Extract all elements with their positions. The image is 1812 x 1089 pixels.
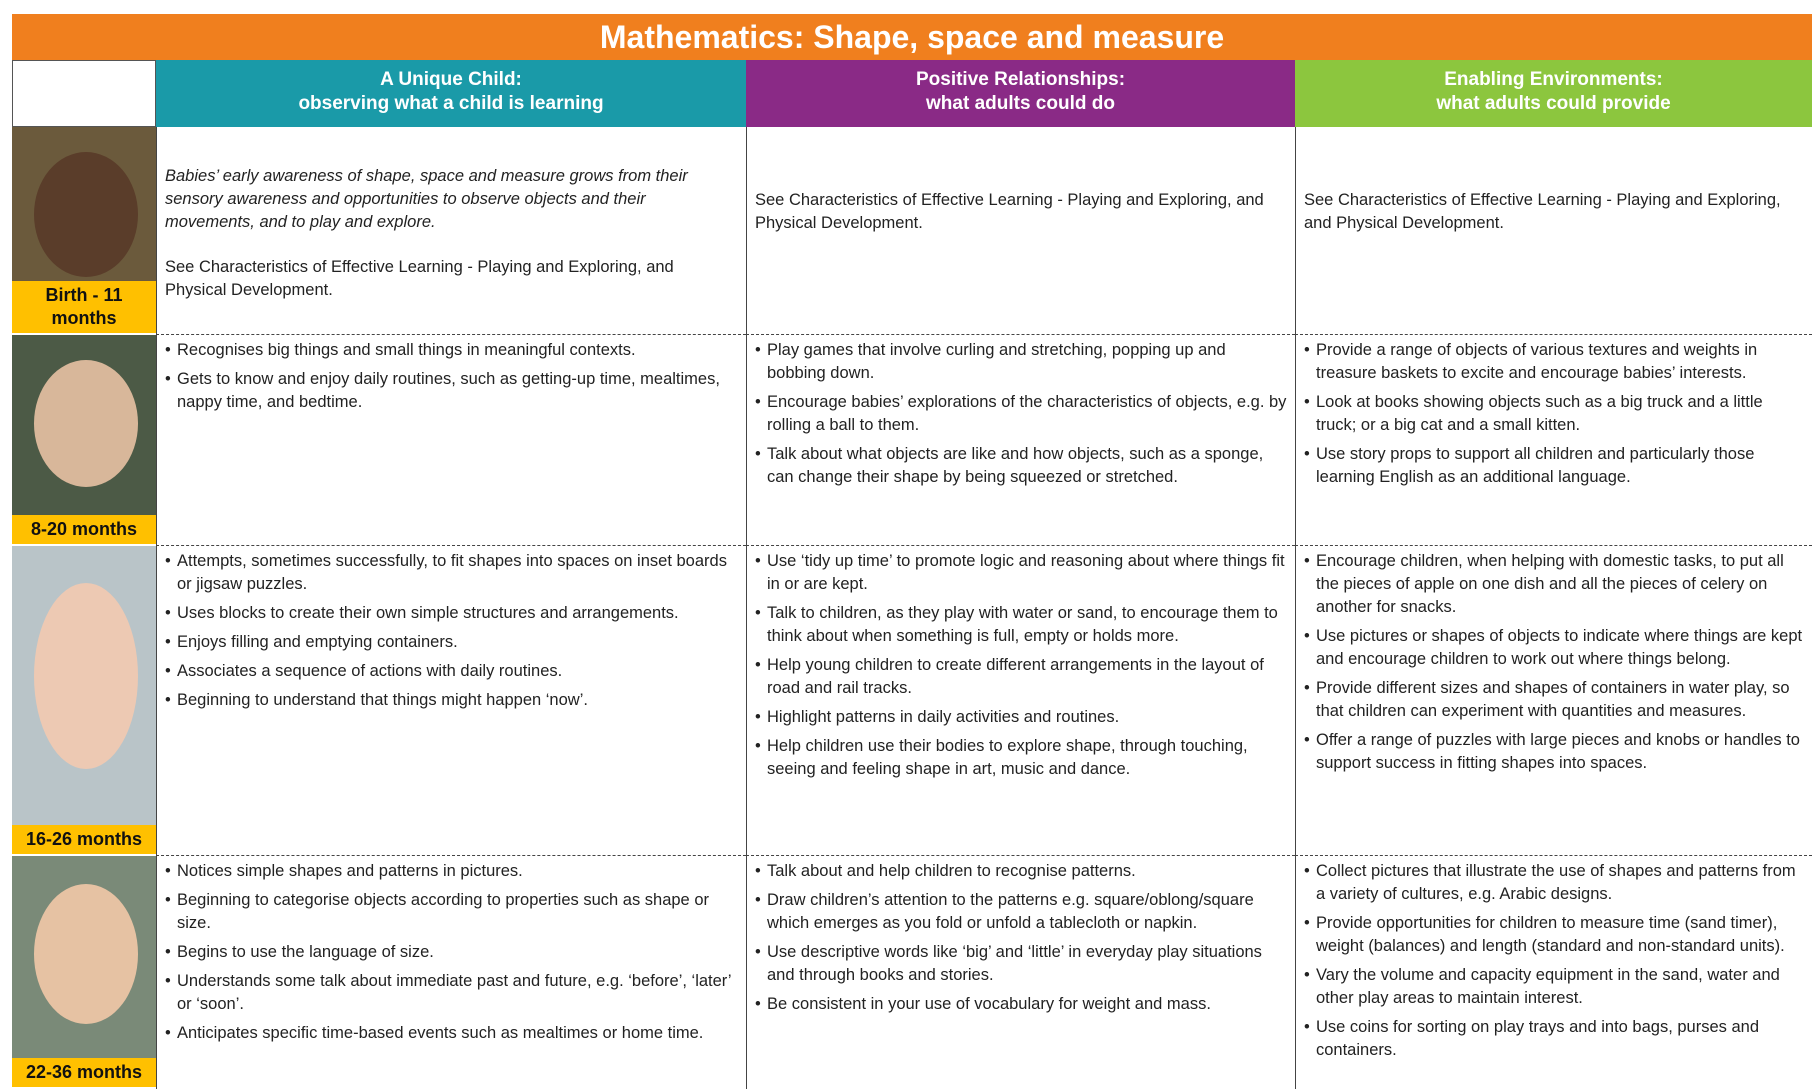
bullet-item: Understands some talk about immediate pa…	[165, 970, 738, 1016]
bullet-item: Beginning to categorise objects accordin…	[165, 889, 738, 935]
age-label: 22-36 months	[12, 1058, 156, 1087]
age-label: Birth - 11 months	[12, 281, 156, 333]
column-title: Enabling Environments:	[1444, 69, 1663, 90]
bullet-item: Provide different sizes and shapes of co…	[1304, 677, 1804, 723]
bullet-item: Anticipates specific time-based events s…	[165, 1022, 738, 1045]
table-cell: Babies’ early awareness of shape, space …	[156, 127, 746, 335]
bullet-item: Begins to use the language of size.	[165, 941, 738, 964]
bullet-item: Encourage babies’ explorations of the ch…	[755, 391, 1287, 437]
face	[34, 360, 138, 487]
column-subtitle: what adults could provide	[1436, 93, 1671, 114]
photo: 22-36 months	[12, 856, 156, 1089]
table-cell: Provide a range of objects of various te…	[1295, 335, 1812, 546]
bullet-item: Help young children to create different …	[755, 654, 1287, 700]
column-title: A Unique Child:	[380, 69, 522, 90]
bullet-item: Talk about and help children to recognis…	[755, 860, 1287, 883]
face	[34, 583, 138, 770]
photo: 8-20 months	[12, 335, 156, 546]
photo: Birth - 11 months	[12, 127, 156, 335]
bullet-item: Gets to know and enjoy daily routines, s…	[165, 368, 738, 414]
bullet-item: Encourage children, when helping with do…	[1304, 550, 1804, 619]
bullet-item: Talk to children, as they play with wate…	[755, 602, 1287, 648]
bullet-item: Talk about what objects are like and how…	[755, 443, 1287, 489]
bullet-item: Vary the volume and capacity equipment i…	[1304, 964, 1804, 1010]
table-cell: Talk about and help children to recognis…	[746, 856, 1295, 1089]
column-header: Enabling Environments: what adults could …	[1295, 60, 1812, 127]
table-cell: See Characteristics of Effective Learnin…	[746, 127, 1295, 335]
bullet-item: Highlight patterns in daily activities a…	[755, 706, 1287, 729]
photo: 16-26 months	[12, 546, 156, 856]
table-cell: Notices simple shapes and patterns in pi…	[156, 856, 746, 1089]
paragraph: See Characteristics of Effective Learnin…	[755, 191, 1264, 232]
bullet-item: Be consistent in your use of vocabulary …	[755, 993, 1287, 1016]
bullet-item: Enjoys filling and emptying containers.	[165, 631, 738, 654]
bullet-item: Help children use their bodies to explor…	[755, 735, 1287, 781]
bullet-item: Play games that involve curling and stre…	[755, 339, 1287, 385]
face	[34, 151, 138, 277]
column-title: Positive Relationships:	[915, 69, 1126, 90]
face	[34, 883, 138, 1024]
bullet-item: Offer a range of puzzles with large piec…	[1304, 729, 1804, 775]
table-cell: See Characteristics of Effective Learnin…	[1295, 127, 1812, 335]
column-subtitle: what adults could do	[926, 93, 1115, 114]
table-cell: Play games that involve curling and stre…	[746, 335, 1295, 546]
table-cell: Encourage children, when helping with do…	[1295, 546, 1812, 856]
bullet-item: Notices simple shapes and patterns in pi…	[165, 860, 738, 883]
paragraph: Babies’ early awareness of shape, space …	[165, 167, 688, 231]
bullet-item: Associates a sequence of actions with da…	[165, 660, 738, 683]
column-header: Positive Relationships: what adults could…	[746, 60, 1295, 127]
table-cell: Attempts, sometimes successfully, to fit…	[156, 546, 746, 856]
bullet-item: Draw children’s attention to the pattern…	[755, 889, 1287, 935]
column-subtitle: observing what a child is learning	[298, 93, 604, 114]
bullet-item: Provide opportunities for children to me…	[1304, 912, 1804, 958]
bullet-item: Use descriptive words like ‘big’ and ‘li…	[755, 941, 1287, 987]
bullet-item: Uses blocks to create their own simple s…	[165, 602, 738, 625]
column-header: A Unique Child: observing what a child is…	[156, 60, 746, 127]
table-cell: Collect pictures that illustrate the use…	[1295, 856, 1812, 1089]
page-title: Mathematics: Shape, space and measure	[12, 14, 1812, 60]
age-label: 16-26 months	[12, 825, 156, 854]
bullet-item: Collect pictures that illustrate the use…	[1304, 860, 1804, 906]
bullet-item: Use coins for sorting on play trays and …	[1304, 1016, 1804, 1062]
bullet-item: Use ‘tidy up time’ to promote logic and …	[755, 550, 1287, 596]
bullet-item: Beginning to understand that things migh…	[165, 689, 738, 712]
bullet-item: Use story props to support all children …	[1304, 443, 1804, 489]
bullet-item: Look at books showing objects such as a …	[1304, 391, 1804, 437]
bullet-item: Use pictures or shapes of objects to ind…	[1304, 625, 1804, 671]
paragraph: See Characteristics of Effective Learnin…	[165, 258, 674, 299]
paragraph: See Characteristics of Effective Learnin…	[1304, 191, 1781, 232]
bullet-item: Provide a range of objects of various te…	[1304, 339, 1804, 385]
corner-cell	[12, 60, 156, 127]
table-cell: Use ‘tidy up time’ to promote logic and …	[746, 546, 1295, 856]
table-cell: Recognises big things and small things i…	[156, 335, 746, 546]
bullet-item: Recognises big things and small things i…	[165, 339, 738, 362]
age-label: 8-20 months	[12, 515, 156, 544]
bullet-item: Attempts, sometimes successfully, to fit…	[165, 550, 738, 596]
